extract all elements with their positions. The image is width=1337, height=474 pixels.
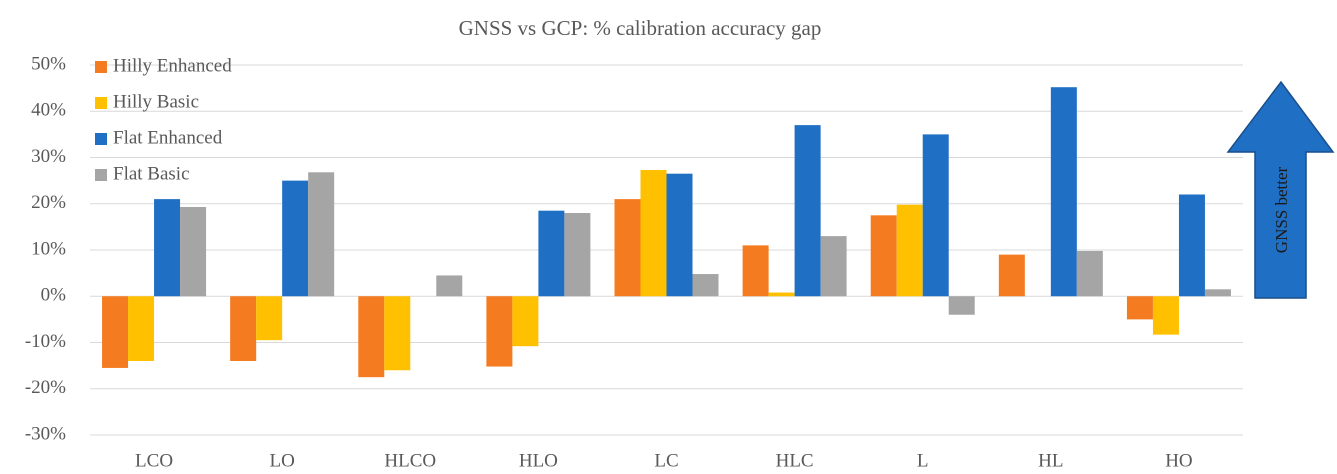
y-tick-label: 50% <box>31 53 66 74</box>
bar <box>640 169 667 297</box>
bar <box>1076 250 1103 297</box>
x-tick-label: L <box>917 450 929 471</box>
x-tick-label: LO <box>270 450 295 471</box>
bar <box>180 206 207 297</box>
bar <box>358 296 385 378</box>
plot: -30% -20% -10% 0% 10% 20% 30% 40% 50% LCO LO HLCO HL… <box>25 53 1243 471</box>
bar <box>256 296 283 341</box>
bar <box>102 296 129 368</box>
bar <box>282 180 309 297</box>
arrow <box>1226 80 1335 299</box>
bar <box>230 296 257 361</box>
legend-swatch <box>95 169 107 181</box>
y-tick-label: 40% <box>31 100 66 121</box>
bar <box>870 215 897 297</box>
x-tick-label: HO <box>1165 450 1192 471</box>
bar <box>436 275 463 297</box>
bar <box>896 204 923 297</box>
y-tick-label: 0% <box>41 285 67 306</box>
x-tick-label: LC <box>654 450 678 471</box>
y-tick-label: 10% <box>31 238 66 259</box>
x-tick-label: LCO <box>135 450 173 471</box>
bar <box>948 296 975 315</box>
bar <box>692 274 719 297</box>
legend-swatch <box>95 61 107 73</box>
legend-swatch <box>95 133 107 145</box>
bar <box>564 213 591 297</box>
x-tick-label: HL <box>1038 450 1063 471</box>
bar <box>742 245 769 297</box>
bar <box>538 210 565 297</box>
x-tick-label: HLC <box>776 450 814 471</box>
bar <box>154 199 181 297</box>
bar <box>614 199 641 297</box>
legend-label: Hilly Basic <box>113 91 199 112</box>
bar <box>1204 289 1231 297</box>
bar <box>922 134 949 297</box>
x-tick-label: HLCO <box>384 450 436 471</box>
legend-swatch <box>95 97 107 109</box>
bar <box>666 173 693 297</box>
bar <box>768 292 795 297</box>
x-tick-label: HLO <box>519 450 558 471</box>
chart-title: GNSS vs GCP: % calibration accuracy gap <box>459 16 822 40</box>
y-tick-label: 30% <box>31 146 66 167</box>
bar <box>512 296 539 347</box>
bar <box>1152 296 1179 335</box>
bar <box>1050 87 1077 297</box>
bar <box>794 125 821 297</box>
y-tick-label: 20% <box>31 192 66 213</box>
bar <box>998 254 1025 297</box>
y-tick-label: -30% <box>25 423 66 444</box>
legend-label: Flat Basic <box>113 163 190 184</box>
legend-label: Hilly Enhanced <box>113 55 232 76</box>
bar <box>486 296 513 367</box>
y-tick-label: -20% <box>25 377 66 398</box>
bar <box>308 172 335 297</box>
annotation: GNSS better <box>1272 166 1291 253</box>
legend-label: Flat Enhanced <box>113 127 223 148</box>
bar <box>1126 296 1153 320</box>
bar <box>820 236 847 297</box>
bar <box>384 296 411 371</box>
y-tick-label: -10% <box>25 331 66 352</box>
bar <box>128 296 155 361</box>
annotation-arrow: GNSS better <box>1226 80 1335 299</box>
bar <box>1178 194 1205 297</box>
